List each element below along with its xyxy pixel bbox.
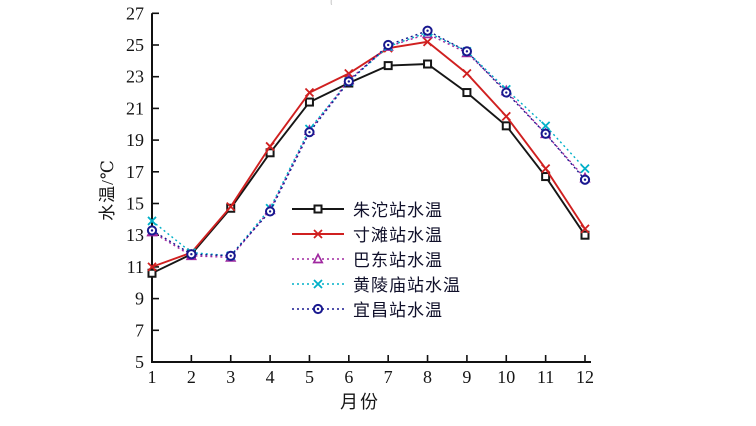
- x-tick-label: 3: [226, 367, 235, 387]
- y-tick-label: 21: [126, 98, 144, 118]
- y-tick-label: 5: [135, 352, 144, 372]
- x-tick-label: 10: [497, 367, 515, 387]
- y-tick-label: 11: [127, 257, 144, 277]
- y-tick-label: 25: [126, 35, 144, 55]
- x-axis-label: 月份: [340, 392, 380, 412]
- y-tick-label: 13: [126, 225, 144, 245]
- y-tick-label: 15: [126, 194, 144, 214]
- x-tick-label: 11: [537, 367, 554, 387]
- legend-label: 寸滩站水温: [353, 226, 443, 245]
- y-tick-label: 17: [126, 162, 144, 182]
- legend-sample-line: [292, 303, 344, 314]
- y-tick-label: 9: [135, 289, 144, 309]
- legend-sample-line: [292, 252, 344, 263]
- legend: 朱沱站水温 寸滩站水温 巴东站水温 黄陵庙站水温 宜昌站水温: [290, 196, 461, 321]
- x-tick-label: 9: [462, 367, 471, 387]
- legend-sample-line: [292, 278, 344, 289]
- legend-label: 黄陵庙站水温: [353, 276, 461, 295]
- legend-sample-line: [292, 228, 344, 239]
- legend-item: 黄陵庙站水温: [290, 271, 461, 296]
- x-tick-label: 5: [305, 367, 314, 387]
- legend-item: 宜昌站水温: [290, 296, 461, 321]
- x-tick-label: 2: [187, 367, 196, 387]
- y-axis-label: 水温/℃: [98, 159, 117, 221]
- y-tick-label: 27: [126, 3, 144, 23]
- legend-sample-line: [292, 204, 344, 213]
- x-tick-label: 7: [384, 367, 393, 387]
- cropped-title-fragment: (: [330, 0, 352, 5]
- series-5: [146, 25, 591, 261]
- legend-label: 朱沱站水温: [353, 201, 443, 220]
- x-tick-label: 4: [266, 367, 275, 387]
- x-tick-label: 1: [148, 367, 157, 387]
- legend-item: 寸滩站水温: [290, 221, 461, 246]
- legend-label: 宜昌站水温: [353, 301, 443, 320]
- x-tick-label: 8: [423, 367, 432, 387]
- legend-item: 朱沱站水温: [290, 196, 461, 221]
- x-tick-label: 6: [344, 367, 353, 387]
- legend-label: 巴东站水温: [353, 251, 443, 270]
- y-tick-label: 7: [135, 320, 144, 340]
- legend-item: 巴东站水温: [290, 246, 461, 271]
- x-tick-label: 12: [576, 367, 594, 387]
- y-tick-label: 19: [126, 130, 144, 150]
- y-tick-label: 23: [126, 67, 144, 87]
